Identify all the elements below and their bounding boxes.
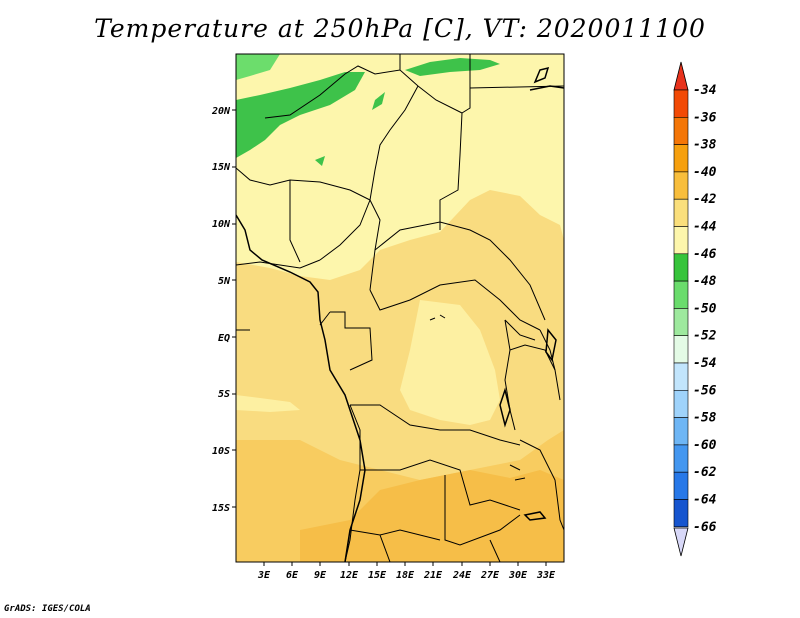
lat-label: 10S [212, 446, 230, 457]
lat-label: 20N [211, 106, 231, 117]
legend-color-cell [673, 226, 689, 255]
lat-label: 15S [212, 503, 230, 514]
lon-label: 12E [340, 570, 359, 581]
legend-color-cell [673, 117, 689, 145]
lat-label: 5N [218, 276, 231, 287]
grads-credit: GrADS: IGES/COLA [4, 604, 91, 614]
field-south-hot-zone [300, 470, 564, 562]
legend-color-cell [673, 444, 689, 473]
legend-label: -36 [693, 110, 717, 125]
legend-label: -62 [693, 465, 717, 480]
legend-label: -38 [693, 138, 717, 153]
lon-label: 30E [508, 570, 528, 581]
legend-label: -46 [693, 247, 717, 262]
legend-color-cell [673, 89, 689, 118]
coastlines [236, 66, 564, 562]
temperature-field [236, 54, 564, 562]
field-northeast-zone [440, 190, 564, 240]
legend-label: -54 [693, 356, 717, 371]
legend-color-cell [673, 144, 689, 173]
legend-color-cell [673, 280, 689, 309]
legend-color-cell [673, 499, 689, 528]
legend-label: -44 [693, 220, 717, 235]
field-green-corner [236, 54, 280, 80]
field-green-spot-1 [372, 92, 385, 110]
color-bar-legend: -34 -36 -38 -40 -42 -44 -46 -48 -50 -52 -54 -56 -58 -… [673, 61, 717, 557]
legend-color-cell [673, 171, 689, 200]
lat-label: 10N [212, 219, 231, 230]
lon-label: 21E [423, 570, 443, 581]
lon-label: 6E [286, 570, 299, 581]
legend-color-cell [673, 308, 689, 336]
legend-label: -64 [693, 493, 717, 508]
legend-label: -50 [693, 301, 717, 316]
field-atlantic-cool-zone [236, 395, 300, 412]
lat-label: 5S [218, 389, 230, 400]
map-title: Temperature at 250hPa [C], VT: 202001110… [94, 14, 706, 43]
legend-color-cell [673, 253, 689, 282]
lon-label: 24E [452, 570, 472, 581]
lat-label: 15N [212, 162, 231, 173]
legend-label: -58 [693, 411, 717, 426]
legend-label: -60 [693, 438, 717, 453]
legend-label: -48 [693, 274, 717, 289]
field-congo-cool-zone [400, 300, 500, 425]
legend-label: -40 [693, 165, 717, 180]
legend-color-cell [673, 362, 689, 391]
field-green-spot-2 [315, 156, 325, 166]
legend-color-cell [673, 335, 689, 364]
lon-label: 33E [536, 570, 556, 581]
lon-label: 3E [257, 570, 271, 581]
legend-label: -56 [693, 383, 717, 398]
legend-bottom-triangle [673, 527, 689, 557]
lat-label: EQ [218, 333, 230, 344]
map-frame [235, 53, 565, 563]
legend-label: -66 [693, 520, 717, 535]
legend-color-cell [673, 417, 689, 446]
lon-label: 15E [368, 570, 387, 581]
legend-color-cell [673, 198, 689, 227]
legend-label: -42 [693, 192, 717, 207]
field-green-band-north [405, 58, 500, 76]
legend-top-triangle [673, 61, 689, 91]
legend-color-cell [673, 471, 689, 500]
legend-label: -52 [693, 329, 717, 344]
lon-label: 27E [480, 570, 500, 581]
legend-label: -34 [693, 83, 717, 98]
latitude-axis: 20N 15N 10N 5N EQ 5S 10S 15S [211, 106, 236, 514]
legend-color-cell [673, 389, 689, 418]
lon-label: 9E [314, 570, 327, 581]
field-green-band [236, 72, 365, 158]
lon-label: 18E [396, 570, 415, 581]
longitude-axis: 3E 6E 9E 12E 15E 18E 21E 24E 27E 30E 33E [257, 562, 556, 581]
